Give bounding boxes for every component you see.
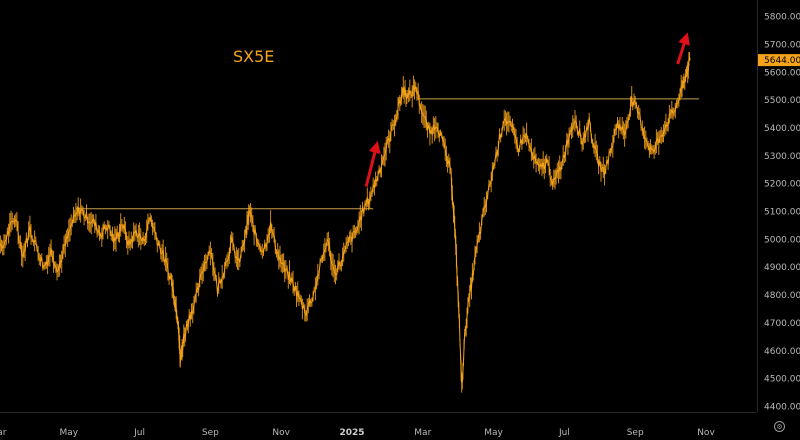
y-tick-label: 4900.00	[764, 263, 800, 273]
x-tick-label: Sep	[627, 428, 644, 438]
x-tick-label: Jul	[558, 428, 570, 438]
annotation-arrows	[364, 32, 690, 187]
x-tick-label: 2025	[339, 428, 364, 438]
y-tick-label: 5400.00	[764, 124, 800, 134]
y-tick-label: 4700.00	[764, 319, 800, 329]
gear-icon[interactable]: ⚙	[774, 421, 785, 432]
price-tag-label: 5644.00	[764, 56, 800, 66]
y-tick-label: 5800.00	[764, 13, 800, 23]
x-tick-label: Nov	[697, 428, 715, 438]
y-tick-label: 5600.00	[764, 68, 800, 78]
arrow-head	[368, 140, 381, 154]
y-tick-label: 5200.00	[764, 180, 800, 190]
x-tick-label: May	[484, 428, 503, 438]
x-tick-label: Mar	[0, 428, 7, 438]
x-tick-label: Jul	[133, 428, 145, 438]
y-tick-label: 5000.00	[764, 235, 800, 245]
x-tick-label: May	[59, 428, 78, 438]
reference-lines	[75, 98, 699, 210]
y-tick-label: 5100.00	[764, 208, 800, 218]
y-tick-label: 5300.00	[764, 152, 800, 162]
y-tick-label: 4400.00	[764, 402, 800, 412]
chart-title: SX5E	[233, 47, 274, 66]
y-axis-ticks: 4400.00 4500.00 4600.00 4700.00 4800.00 4900.…	[764, 13, 800, 413]
y-tick-label: 4800.00	[764, 291, 800, 301]
x-tick-label: Sep	[202, 428, 219, 438]
arrow-head	[678, 32, 690, 46]
x-tick-label: Nov	[272, 428, 290, 438]
price-line	[0, 56, 691, 384]
current-price-tag: 5644.00	[758, 54, 800, 67]
x-axis-ticks: Mar May Jul Sep Nov 2025 Mar May Jul Sep Nov	[0, 428, 715, 438]
y-tick-label: 5500.00	[764, 96, 800, 106]
price-series	[0, 52, 691, 393]
x-tick-label: Mar	[414, 428, 431, 438]
y-tick-label: 4500.00	[764, 375, 800, 385]
price-tag-background	[758, 54, 800, 67]
y-tick-label: 4600.00	[764, 347, 800, 357]
y-tick-label: 5700.00	[764, 41, 800, 51]
